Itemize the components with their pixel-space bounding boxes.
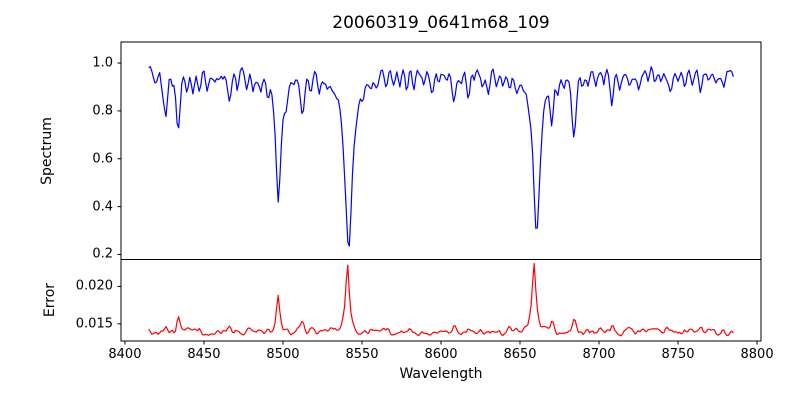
x-tick-label: 8800 — [740, 347, 774, 362]
x-tick-label: 8450 — [187, 347, 221, 362]
x-tick-label: 8650 — [503, 347, 537, 362]
error-y-tick-label: 0.015 — [75, 316, 113, 332]
error-line — [148, 263, 734, 337]
spectrum-y-tick-label: 0.2 — [92, 246, 113, 262]
x-tick-label: 8500 — [266, 347, 300, 362]
error-y-tick-label: 0.020 — [75, 278, 113, 294]
x-tick-label: 8700 — [582, 347, 616, 362]
spectrum-y-tick-label: 1.0 — [92, 55, 113, 71]
x-axis-label: Wavelength — [399, 366, 483, 382]
spectrum-y-tick-label: 0.6 — [92, 151, 113, 167]
x-tick-label: 8400 — [108, 347, 142, 362]
x-tick-label: 8750 — [661, 347, 695, 362]
chart-title: 20060319_0641m68_109 — [332, 13, 550, 33]
x-tick-label: 8550 — [345, 347, 379, 362]
spectrum-y-tick-label: 0.4 — [92, 199, 113, 215]
spectrum-line — [148, 66, 734, 247]
x-tick-label: 8600 — [424, 347, 458, 362]
spectrum-y-tick-label: 0.8 — [92, 103, 113, 119]
